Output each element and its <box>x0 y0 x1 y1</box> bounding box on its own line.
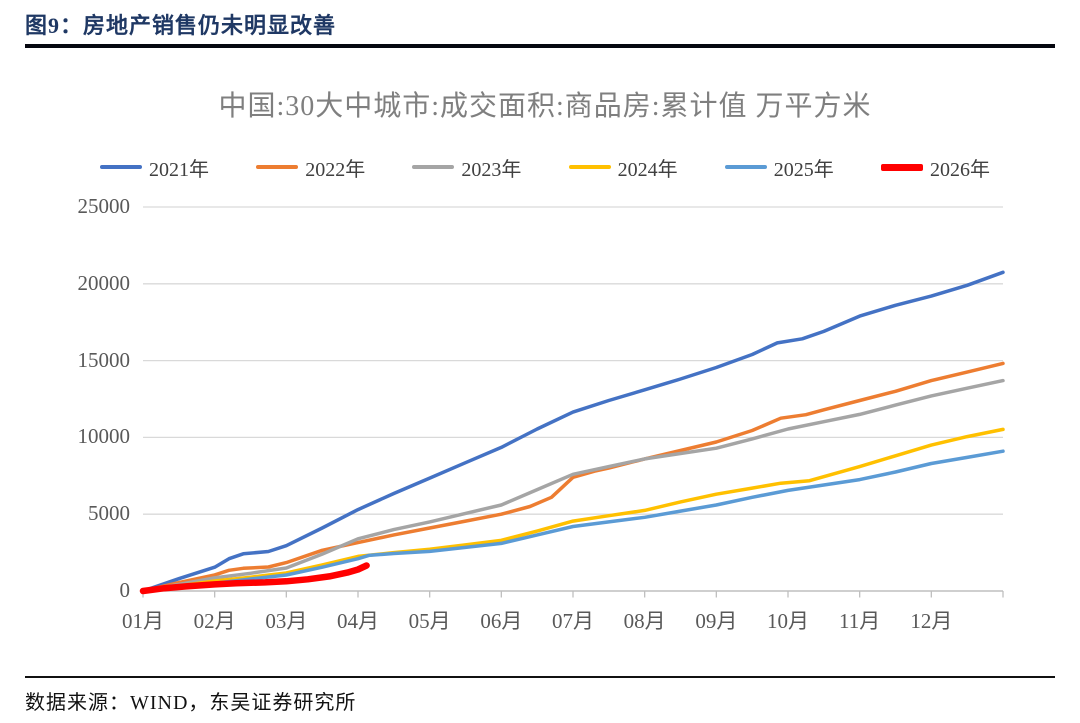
x-tick-label: 04月 <box>337 609 379 633</box>
y-tick-label: 0 <box>119 578 131 602</box>
legend-line-swatch <box>100 165 142 169</box>
legend-label: 2026年 <box>929 158 990 181</box>
series-line-2022年 <box>141 361 1005 593</box>
x-tick-label: 11月 <box>839 609 881 633</box>
legend-item-2024年: 2024年 <box>568 153 678 182</box>
x-tick-label: 07月 <box>552 609 594 633</box>
y-tick-label: 5000 <box>88 501 130 526</box>
legend-item-2025年: 2025年 <box>724 153 834 182</box>
legend-label: 2025年 <box>773 158 834 181</box>
data-source: 数据来源：WIND，东吴证券研究所 <box>25 692 357 714</box>
series-line-2025年 <box>141 449 1005 593</box>
legend-line-swatch <box>880 163 923 171</box>
x-tick-label: 05月 <box>408 609 451 633</box>
x-tick-label: 12月 <box>910 609 953 633</box>
legend-line-swatch <box>256 165 299 169</box>
x-tick-label: 01月 <box>122 609 164 633</box>
legend-item-2022年: 2022年 <box>256 153 365 182</box>
chart-legend: 2021年 2022年 2023年 2024年 2025年 2026年 <box>100 153 990 181</box>
y-tick-label: 10000 <box>77 424 131 449</box>
x-tick-label: 08月 <box>623 609 666 633</box>
x-tick-label: 03月 <box>265 609 308 633</box>
legend-item-2023年: 2023年 <box>412 153 521 182</box>
legend-label: 2024年 <box>617 158 678 181</box>
x-tick-label: 09月 <box>695 609 738 633</box>
legend-item-2026年: 2026年 <box>880 153 990 182</box>
legend-line-swatch <box>412 165 455 169</box>
series-line-2026年 <box>139 562 370 595</box>
legend-line-swatch <box>724 165 767 169</box>
chart-title: 中国:30大中城市:成交面积:商品房:累计值 万平方米 <box>218 91 872 122</box>
y-tick-label: 15000 <box>77 347 131 372</box>
series-line-2023年 <box>141 378 1005 593</box>
figure-title: 图9：房地产销售仍未明显改善 <box>25 13 337 38</box>
legend-label: 2021年 <box>149 158 209 181</box>
series-line-2024年 <box>141 427 1005 593</box>
x-tick-label: 06月 <box>480 609 523 633</box>
x-tick-label: 02月 <box>193 609 236 633</box>
legend-label: 2022年 <box>305 158 366 181</box>
legend-label: 2023年 <box>461 158 522 181</box>
y-tick-label: 25000 <box>77 194 131 218</box>
series-line-2021年 <box>141 270 1005 593</box>
y-tick-label: 20000 <box>77 270 131 295</box>
x-tick-label: 10月 <box>767 609 809 633</box>
footer-divider <box>25 676 1055 678</box>
legend-item-2021年: 2021年 <box>100 153 209 182</box>
header-divider <box>25 44 1055 48</box>
legend-line-swatch <box>568 165 611 169</box>
